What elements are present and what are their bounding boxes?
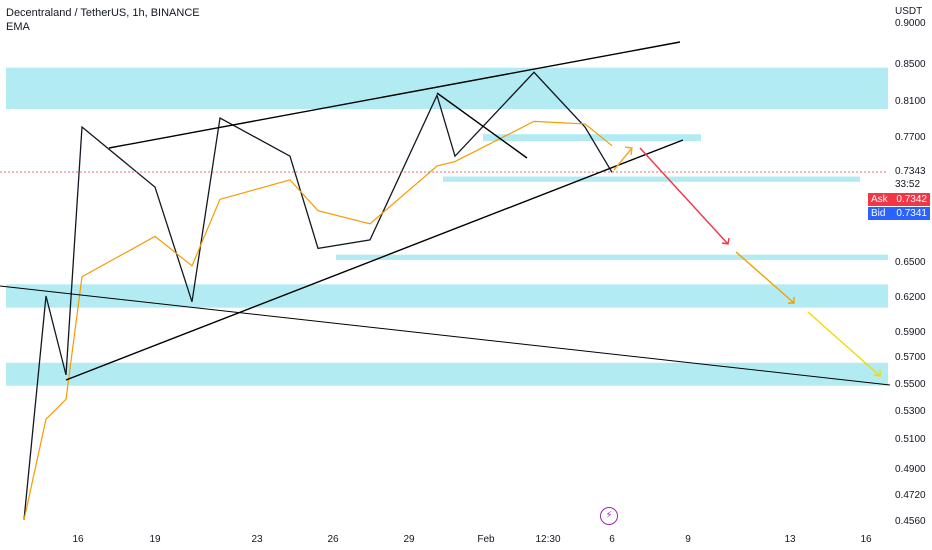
zone-0 [6,67,888,109]
trendlines [0,41,891,386]
bid-value: 0.7341 [896,208,927,219]
chart-header: Decentraland / TetherUS, 1h, BINANCE EMA [6,6,200,34]
x-tick-label: Feb [477,534,495,545]
bid-price-tag: Bid 0.7341 [868,207,930,220]
x-axis-ticks: 16 19 23 26 29 Feb 12:30 6 9 13 16 [72,534,872,545]
projection-arrows [613,146,881,377]
zone-5 [6,362,888,386]
y-tick-label: 0.4720 [895,490,926,501]
ema-series [23,120,613,521]
ask-price-tag: Ask 0.7342 [868,193,930,206]
current-price-label: 0.7343 [895,166,926,177]
x-tick-label: 29 [403,534,415,545]
y-tick-label: 0.5100 [895,434,926,445]
y-tick-label: 0.9000 [895,18,926,29]
lightning-icon[interactable]: ⚡ [600,507,618,525]
projected-yellow-arrow [807,311,881,377]
x-tick-label: 26 [327,534,339,545]
countdown-label: 33:52 [895,179,921,190]
y-tick-label: 0.5500 [895,379,926,390]
price-line [23,71,613,521]
price-series [23,71,613,521]
wedge-lower-trendline [65,139,684,381]
long-descending-trendline [0,285,891,386]
projected-up-arrow [613,146,633,171]
y-axis-ticks: 0.9000 0.8500 0.8100 0.7700 0.6500 0.6200 0.59… [895,18,926,527]
x-tick-label: 16 [72,534,84,545]
y-tick-label: 0.5900 [895,327,926,338]
x-tick-label: 6 [609,534,615,545]
y-tick-label: 0.8500 [895,59,926,70]
y-tick-label: 0.5700 [895,352,926,363]
projected-red-arrow [639,147,730,245]
x-tick-label: 19 [149,534,161,545]
y-tick-label: 0.4560 [895,516,926,527]
y-tick-label: 0.4900 [895,464,926,475]
zones [6,67,888,386]
x-tick-label: 23 [251,534,263,545]
y-tick-label: 0.6500 [895,257,926,268]
currency-label: USDT [895,6,922,17]
y-tick-label: 0.7700 [895,132,926,143]
x-tick-label: 9 [685,534,691,545]
zone-3 [336,254,888,260]
x-tick-label: 16 [860,534,872,545]
y-tick-label: 0.5300 [895,406,926,417]
bid-label: Bid [871,208,886,219]
projected-orange-arrow [735,251,795,304]
y-tick-label: 0.8100 [895,96,926,107]
ask-label: Ask [871,194,888,205]
short-descending-trendline [436,92,528,159]
y-tick-label: 0.6200 [895,292,926,303]
indicator-label[interactable]: EMA [6,21,30,33]
zone-2 [443,176,860,182]
zone-4 [6,284,888,308]
x-tick-label: 12:30 [535,534,560,545]
ask-value: 0.7342 [896,194,927,205]
chart-title: Decentraland / TetherUS, 1h, BINANCE [6,7,200,19]
wedge-upper-trendline [108,41,681,149]
x-tick-label: 13 [784,534,796,545]
